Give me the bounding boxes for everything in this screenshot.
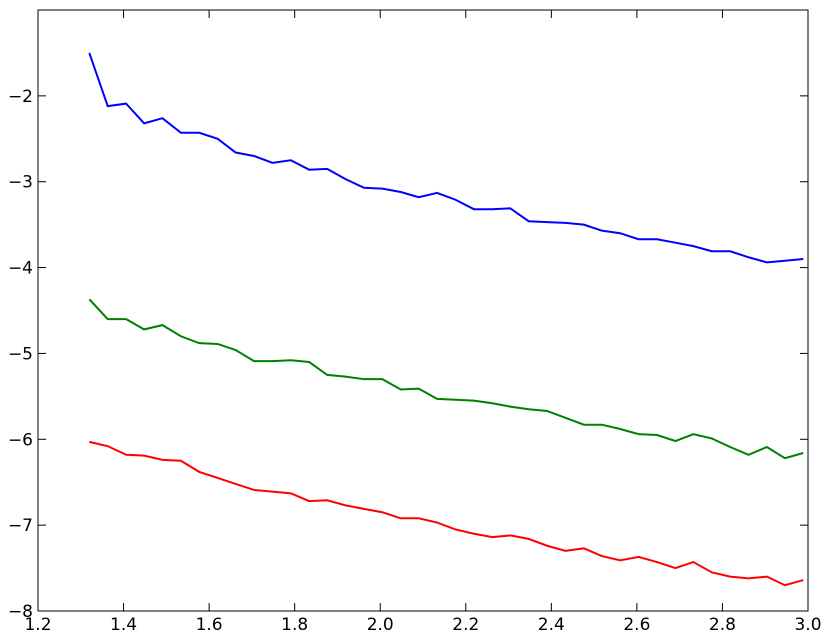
plot-frame	[37, 9, 809, 612]
y-tick-label: −8	[8, 602, 33, 622]
x-tick-label: 1.8	[281, 615, 308, 635]
x-tick-label: 1.2	[24, 615, 51, 635]
x-tick-label: 3.0	[794, 615, 821, 635]
y-tick-label: −3	[8, 173, 33, 193]
series-line	[88, 52, 804, 264]
x-tick-label: 1.6	[196, 615, 223, 635]
series-line	[89, 440, 804, 587]
y-tick-label: −2	[8, 87, 33, 107]
x-tick-label: 2.2	[452, 615, 479, 635]
x-tick-label: 2.6	[623, 615, 650, 635]
x-tick-label: 2.4	[538, 615, 565, 635]
y-tick-label: −7	[8, 516, 33, 536]
y-tick-label: −5	[8, 344, 33, 364]
x-tick-label: 2.8	[709, 615, 736, 635]
series-line	[88, 298, 804, 460]
y-tick-label: −4	[8, 259, 33, 279]
y-tick-label: −6	[8, 430, 33, 450]
x-tick-label: 2.0	[367, 615, 394, 635]
x-tick-label: 1.4	[110, 615, 137, 635]
